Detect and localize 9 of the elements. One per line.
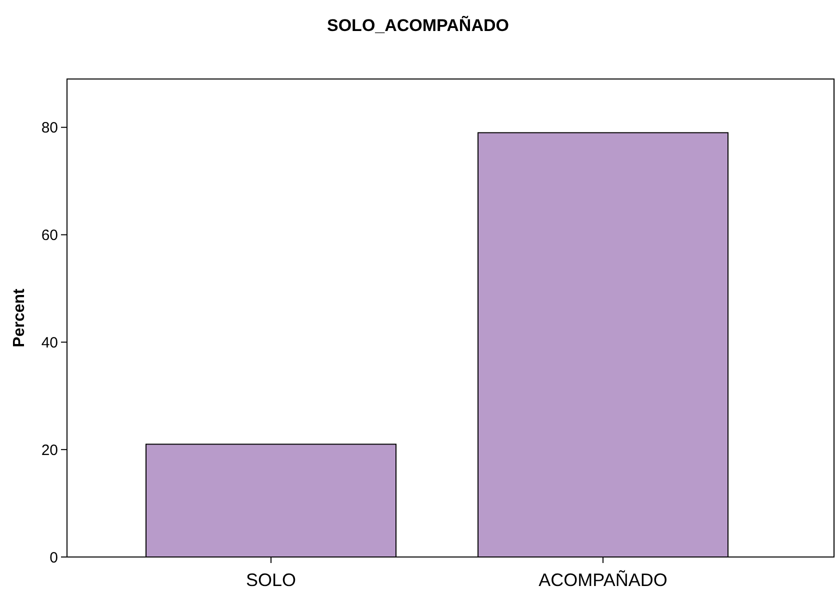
x-tick-label: ACOMPAÑADO xyxy=(538,570,668,590)
y-tick-label: 20 xyxy=(41,442,58,459)
chart-title: SOLO_ACOMPAÑADO xyxy=(327,15,509,35)
x-tick-label: SOLO xyxy=(246,570,296,590)
y-tick-label: 0 xyxy=(50,549,58,566)
y-tick-label: 80 xyxy=(41,120,58,137)
y-tick-label: 60 xyxy=(41,227,58,244)
y-axis-title: Percent xyxy=(11,288,28,348)
y-tick-label: 40 xyxy=(41,334,58,352)
